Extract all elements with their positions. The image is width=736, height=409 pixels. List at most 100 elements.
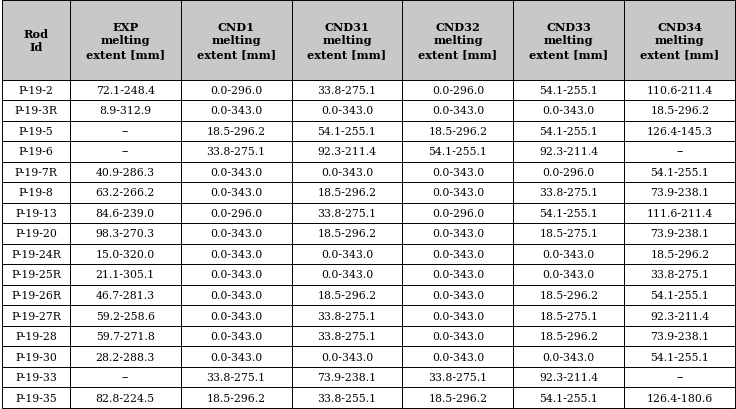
Text: 0.0-343.0: 0.0-343.0	[542, 249, 595, 259]
Bar	[180, 101, 291, 121]
Bar	[70, 244, 180, 265]
Text: 126.4-145.3: 126.4-145.3	[647, 127, 712, 137]
Text: 82.8-224.5: 82.8-224.5	[96, 393, 155, 402]
Bar	[403, 81, 514, 101]
Text: 18.5-296.2: 18.5-296.2	[207, 393, 266, 402]
Text: 0.0-343.0: 0.0-343.0	[321, 352, 373, 362]
Text: 21.1-305.1: 21.1-305.1	[96, 270, 155, 280]
Bar	[514, 306, 624, 326]
Text: 18.5-296.2: 18.5-296.2	[539, 331, 598, 341]
Bar	[2, 203, 70, 224]
Bar	[2, 121, 70, 142]
Bar	[624, 1, 735, 81]
Bar	[291, 81, 403, 101]
Text: 0.0-296.0: 0.0-296.0	[432, 209, 484, 218]
Text: 0.0-343.0: 0.0-343.0	[432, 229, 484, 239]
Bar	[403, 224, 514, 244]
Bar	[70, 387, 180, 408]
Text: CND31
melting
extent [mm]: CND31 melting extent [mm]	[308, 22, 386, 60]
Bar	[514, 101, 624, 121]
Text: 54.1-255.1: 54.1-255.1	[651, 290, 710, 300]
Bar	[514, 285, 624, 306]
Text: 73.9-238.1: 73.9-238.1	[650, 229, 710, 239]
Bar	[514, 203, 624, 224]
Bar	[403, 387, 514, 408]
Bar	[70, 285, 180, 306]
Bar	[403, 1, 514, 81]
Bar	[2, 162, 70, 183]
Bar	[403, 346, 514, 367]
Bar	[291, 162, 403, 183]
Text: 0.0-343.0: 0.0-343.0	[210, 331, 262, 341]
Bar	[514, 265, 624, 285]
Text: 18.5-275.1: 18.5-275.1	[539, 311, 598, 321]
Bar	[514, 81, 624, 101]
Text: 33.8-275.1: 33.8-275.1	[317, 311, 377, 321]
Bar	[514, 346, 624, 367]
Text: 18.5-296.2: 18.5-296.2	[317, 188, 377, 198]
Bar	[70, 81, 180, 101]
Bar	[403, 121, 514, 142]
Text: 46.7-281.3: 46.7-281.3	[96, 290, 155, 300]
Bar	[291, 101, 403, 121]
Text: 54.1-255.1: 54.1-255.1	[651, 352, 710, 362]
Bar	[70, 203, 180, 224]
Bar	[624, 367, 735, 387]
Text: 84.6-239.0: 84.6-239.0	[96, 209, 155, 218]
Bar	[403, 244, 514, 265]
Text: P-19-3R: P-19-3R	[15, 106, 57, 116]
Text: 0.0-343.0: 0.0-343.0	[432, 311, 484, 321]
Text: 15.0-320.0: 15.0-320.0	[96, 249, 155, 259]
Bar	[180, 183, 291, 203]
Text: 18.5-296.2: 18.5-296.2	[207, 127, 266, 137]
Bar	[291, 285, 403, 306]
Text: 0.0-343.0: 0.0-343.0	[210, 188, 262, 198]
Bar	[291, 121, 403, 142]
Bar	[2, 367, 70, 387]
Bar	[403, 203, 514, 224]
Bar	[2, 285, 70, 306]
Text: CND33
melting
extent [mm]: CND33 melting extent [mm]	[529, 22, 609, 60]
Bar	[70, 183, 180, 203]
Bar	[403, 326, 514, 346]
Bar	[291, 265, 403, 285]
Bar	[624, 142, 735, 162]
Bar	[180, 121, 291, 142]
Bar	[403, 142, 514, 162]
Bar	[180, 387, 291, 408]
Text: 0.0-343.0: 0.0-343.0	[321, 106, 373, 116]
Text: P-19-26R: P-19-26R	[11, 290, 61, 300]
Text: 54.1-255.1: 54.1-255.1	[651, 168, 710, 178]
Text: 18.5-296.2: 18.5-296.2	[317, 290, 377, 300]
Bar	[291, 306, 403, 326]
Bar	[624, 81, 735, 101]
Bar	[291, 367, 403, 387]
Text: 110.6-211.4: 110.6-211.4	[647, 86, 713, 96]
Bar	[2, 306, 70, 326]
Bar	[291, 326, 403, 346]
Bar	[2, 244, 70, 265]
Bar	[403, 101, 514, 121]
Text: 0.0-343.0: 0.0-343.0	[432, 188, 484, 198]
Bar	[70, 265, 180, 285]
Bar	[291, 387, 403, 408]
Bar	[514, 121, 624, 142]
Text: 54.1-255.1: 54.1-255.1	[428, 147, 487, 157]
Text: 0.0-343.0: 0.0-343.0	[432, 249, 484, 259]
Text: 0.0-296.0: 0.0-296.0	[210, 86, 262, 96]
Text: P-19-35: P-19-35	[15, 393, 57, 402]
Bar	[180, 326, 291, 346]
Bar	[2, 224, 70, 244]
Text: CND32
melting
extent [mm]: CND32 melting extent [mm]	[418, 22, 498, 60]
Text: 0.0-343.0: 0.0-343.0	[210, 168, 262, 178]
Bar	[2, 183, 70, 203]
Text: P-19-5: P-19-5	[18, 127, 53, 137]
Bar	[180, 367, 291, 387]
Bar	[70, 121, 180, 142]
Bar	[624, 244, 735, 265]
Bar	[70, 367, 180, 387]
Text: 0.0-343.0: 0.0-343.0	[542, 106, 595, 116]
Text: 18.5-275.1: 18.5-275.1	[539, 229, 598, 239]
Bar	[2, 1, 70, 81]
Text: 63.2-266.2: 63.2-266.2	[96, 188, 155, 198]
